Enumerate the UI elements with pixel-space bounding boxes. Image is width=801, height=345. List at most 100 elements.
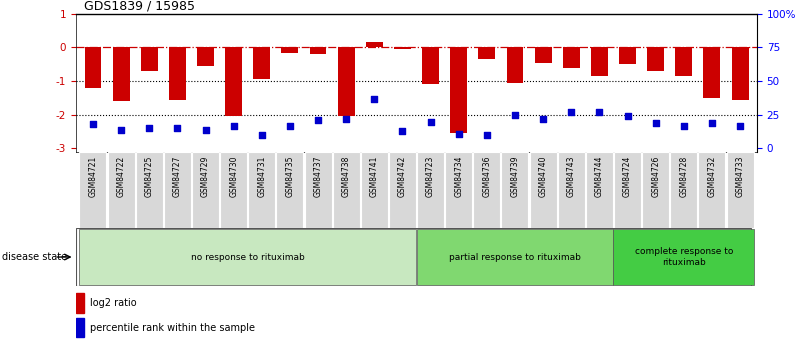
Bar: [675, 48, 692, 76]
Point: [509, 112, 521, 118]
FancyBboxPatch shape: [614, 152, 641, 228]
Point: [143, 126, 155, 131]
Point: [312, 117, 324, 123]
Text: GSM84725: GSM84725: [145, 156, 154, 197]
Point: [115, 127, 127, 132]
Point: [256, 132, 268, 138]
FancyBboxPatch shape: [727, 152, 754, 228]
FancyBboxPatch shape: [192, 152, 219, 228]
Text: GSM84739: GSM84739: [510, 156, 520, 197]
Text: disease state: disease state: [2, 252, 66, 262]
Text: GSM84724: GSM84724: [623, 156, 632, 197]
Bar: [113, 48, 130, 101]
Bar: [647, 48, 664, 71]
Bar: [281, 48, 298, 52]
Point: [621, 114, 634, 119]
Point: [650, 120, 662, 126]
FancyBboxPatch shape: [529, 152, 557, 228]
Text: GSM84730: GSM84730: [229, 156, 238, 197]
Text: no response to rituximab: no response to rituximab: [191, 253, 304, 262]
Point: [171, 126, 183, 131]
FancyBboxPatch shape: [417, 229, 613, 285]
FancyBboxPatch shape: [473, 152, 501, 228]
Point: [284, 123, 296, 128]
Point: [537, 116, 549, 121]
Bar: [478, 48, 495, 59]
FancyBboxPatch shape: [642, 152, 669, 228]
Text: GSM84733: GSM84733: [735, 156, 745, 197]
Text: GSM84737: GSM84737: [313, 156, 323, 197]
Point: [87, 121, 99, 127]
Bar: [591, 48, 608, 76]
Text: GSM84732: GSM84732: [707, 156, 716, 197]
FancyBboxPatch shape: [417, 152, 444, 228]
Bar: [169, 48, 186, 100]
Text: GSM84723: GSM84723: [426, 156, 435, 197]
Text: GSM84738: GSM84738: [342, 156, 351, 197]
Point: [481, 132, 493, 138]
FancyBboxPatch shape: [332, 152, 360, 228]
Bar: [506, 48, 523, 83]
FancyBboxPatch shape: [248, 152, 276, 228]
Text: GSM84743: GSM84743: [567, 156, 576, 197]
Text: GSM84727: GSM84727: [173, 156, 182, 197]
FancyBboxPatch shape: [79, 229, 416, 285]
Text: GSM84731: GSM84731: [257, 156, 266, 197]
Bar: [535, 48, 552, 62]
Text: GSM84742: GSM84742: [398, 156, 407, 197]
Text: partial response to rituximab: partial response to rituximab: [449, 253, 581, 262]
Text: percentile rank within the sample: percentile rank within the sample: [90, 323, 255, 333]
Bar: [76, 318, 84, 337]
FancyBboxPatch shape: [698, 152, 726, 228]
FancyBboxPatch shape: [360, 152, 388, 228]
FancyBboxPatch shape: [79, 152, 107, 228]
FancyBboxPatch shape: [389, 152, 416, 228]
FancyBboxPatch shape: [557, 152, 585, 228]
Bar: [563, 48, 580, 68]
FancyBboxPatch shape: [501, 152, 529, 228]
Point: [425, 119, 437, 124]
Text: GSM84722: GSM84722: [117, 156, 126, 197]
Text: GSM84744: GSM84744: [595, 156, 604, 197]
Text: GSM84728: GSM84728: [679, 156, 688, 197]
Point: [199, 127, 212, 132]
FancyBboxPatch shape: [276, 152, 304, 228]
Text: GSM84740: GSM84740: [538, 156, 548, 197]
Bar: [366, 42, 383, 48]
Text: GSM84734: GSM84734: [454, 156, 463, 197]
FancyBboxPatch shape: [445, 152, 473, 228]
Point: [453, 131, 465, 136]
Bar: [619, 48, 636, 64]
Bar: [253, 48, 270, 79]
Point: [368, 96, 380, 101]
Text: log2 ratio: log2 ratio: [90, 298, 136, 308]
Bar: [338, 48, 355, 117]
Bar: [450, 48, 467, 133]
Point: [396, 128, 409, 134]
Bar: [225, 48, 242, 117]
Text: complete response to
rituximab: complete response to rituximab: [634, 247, 733, 267]
Text: GSM84735: GSM84735: [285, 156, 295, 197]
Text: GSM84726: GSM84726: [651, 156, 660, 197]
FancyBboxPatch shape: [135, 152, 163, 228]
Text: GSM84729: GSM84729: [201, 156, 210, 197]
Bar: [197, 48, 214, 66]
Bar: [310, 48, 327, 54]
Text: GSM84741: GSM84741: [370, 156, 379, 197]
FancyBboxPatch shape: [107, 152, 135, 228]
Point: [734, 123, 747, 128]
FancyBboxPatch shape: [614, 229, 754, 285]
Bar: [76, 293, 84, 313]
Bar: [703, 48, 720, 98]
FancyBboxPatch shape: [586, 152, 613, 228]
Point: [340, 116, 352, 121]
FancyBboxPatch shape: [670, 152, 698, 228]
FancyBboxPatch shape: [220, 152, 248, 228]
Bar: [141, 48, 158, 71]
FancyBboxPatch shape: [164, 152, 191, 228]
Bar: [85, 48, 102, 88]
Point: [227, 123, 240, 128]
Text: GSM84736: GSM84736: [482, 156, 491, 197]
Point: [706, 120, 718, 126]
Bar: [422, 48, 439, 85]
